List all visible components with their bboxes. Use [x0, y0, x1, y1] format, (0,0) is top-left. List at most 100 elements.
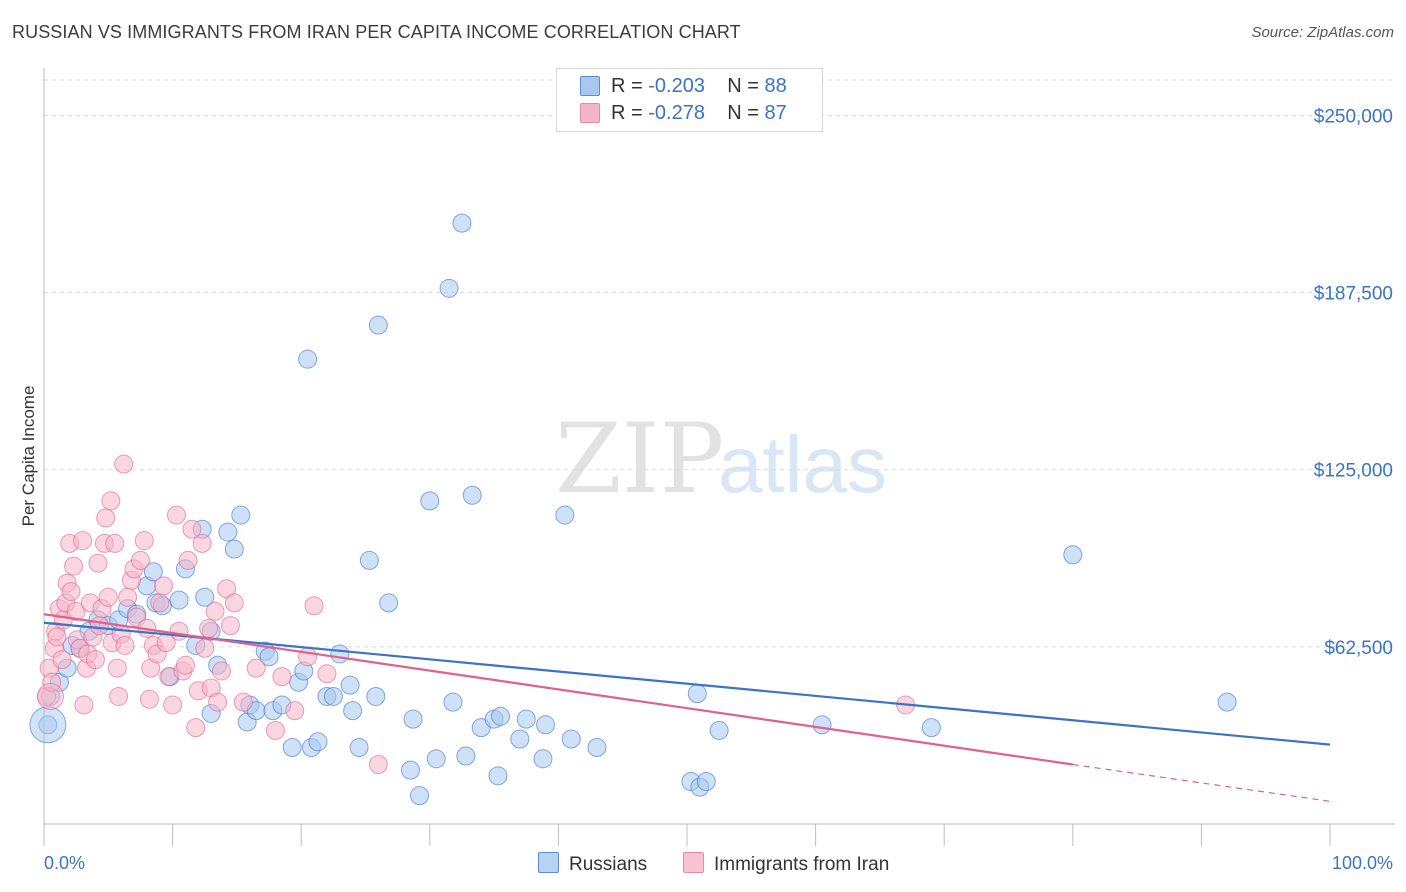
iran-point	[96, 508, 116, 528]
iran-point	[163, 695, 183, 715]
iran-point	[107, 658, 127, 678]
iran-point	[36, 682, 64, 710]
iran-point	[199, 618, 219, 638]
bottom-legend-label: Russians	[569, 854, 648, 875]
iran-point	[208, 692, 228, 712]
russian-point	[410, 786, 430, 806]
iran-point	[224, 593, 244, 613]
iran-point	[115, 635, 135, 655]
russian-point	[488, 766, 508, 786]
russian-point	[1063, 545, 1083, 565]
stats-legend: R = -0.203 N = 88 R = -0.278 N = 87	[556, 68, 823, 132]
x-tick-label: 100.0%	[1332, 853, 1393, 873]
y-tick-label: $125,000	[1314, 461, 1393, 482]
russian-point	[403, 709, 423, 729]
iran-point	[118, 587, 138, 607]
iran-point	[66, 601, 86, 621]
iran-point	[304, 596, 324, 616]
russian-point	[195, 587, 215, 607]
iran-point	[317, 664, 337, 684]
iran-point	[182, 519, 202, 539]
bottom-legend-swatch-iran	[683, 852, 704, 873]
chart-title: RUSSIAN VS IMMIGRANTS FROM IRAN PER CAPI…	[12, 22, 741, 42]
russian-point	[343, 701, 363, 721]
iran-point	[186, 718, 206, 738]
iran-point	[205, 601, 225, 621]
russian-point	[812, 715, 832, 735]
russian-point	[29, 706, 67, 744]
iran-point	[139, 689, 159, 709]
iran-point	[154, 576, 174, 596]
iran-point	[192, 533, 212, 553]
russian-point	[231, 505, 251, 525]
iran-point	[178, 550, 198, 570]
russian-point	[323, 686, 343, 706]
source-label: Source: ZipAtlas.com	[1251, 24, 1394, 41]
russian-point	[282, 737, 302, 757]
y-tick-labels: $62,500 $125,000 $187,500 $250,000	[1314, 106, 1393, 658]
bottom-legend-russians: Russians	[538, 852, 647, 876]
iran-point	[166, 505, 186, 525]
iran-point	[134, 531, 154, 551]
russian-point	[443, 692, 463, 712]
russian-point	[401, 760, 421, 780]
russian-point	[218, 522, 238, 542]
iran-point	[211, 661, 231, 681]
bottom-legend-label: Immigrants from Iran	[714, 854, 890, 875]
iran-point	[246, 658, 266, 678]
y-tick-label: $62,500	[1324, 638, 1393, 659]
legend-r-label: R =	[611, 102, 649, 124]
legend-n-label: N =	[727, 75, 765, 97]
legend-r-value: -0.278	[648, 102, 705, 124]
russian-point	[555, 505, 575, 525]
russian-point	[462, 485, 482, 505]
russian-point	[366, 686, 386, 706]
iran-point	[101, 491, 121, 511]
watermark: ZIP atlas	[555, 403, 887, 515]
russian-point	[379, 593, 399, 613]
iran-point	[109, 686, 129, 706]
iran-point	[114, 454, 134, 474]
iran-trend-extension	[1072, 763, 1331, 802]
russian-point	[709, 720, 729, 740]
russian-point	[420, 491, 440, 511]
russian-point	[340, 675, 360, 695]
y-tick-label: $187,500	[1314, 284, 1393, 305]
iran-point	[73, 531, 93, 551]
russian-point	[1217, 692, 1237, 712]
legend-n-value: 88	[764, 75, 787, 97]
iran-point	[233, 692, 253, 712]
legend-n-label: N =	[727, 102, 765, 124]
iran-point	[175, 655, 195, 675]
russian-point	[510, 729, 530, 749]
russian-point	[349, 737, 369, 757]
russian-point	[921, 718, 941, 738]
iran-point	[64, 556, 84, 576]
russian-point	[426, 749, 446, 769]
iran-point	[265, 720, 285, 740]
russian-point	[516, 709, 536, 729]
iran-point	[47, 627, 67, 647]
iran-point	[89, 616, 109, 636]
x-tick-labels: 0.0% 100.0%	[44, 853, 1393, 873]
iran-point	[195, 638, 215, 658]
y-axis-title: Per Capita Income	[19, 386, 38, 527]
iran-point	[368, 754, 388, 774]
russian-point	[169, 590, 189, 610]
x-tick-label: 0.0%	[44, 853, 85, 873]
russian-point	[143, 562, 163, 582]
russian-point	[308, 732, 328, 752]
russian-point	[359, 550, 379, 570]
y-tick-label: $250,000	[1314, 106, 1393, 127]
iran-point	[105, 533, 125, 553]
grid-lines	[44, 79, 1395, 648]
legend-r-label: R =	[611, 75, 649, 97]
russians-trend-line	[43, 621, 1331, 746]
legend-r-value: -0.203	[648, 75, 705, 97]
watermark-atlas: atlas	[718, 420, 887, 509]
bottom-legend-swatch-russians	[538, 852, 559, 873]
data-points	[29, 213, 1237, 806]
russian-point	[587, 737, 607, 757]
axes	[43, 68, 1395, 846]
